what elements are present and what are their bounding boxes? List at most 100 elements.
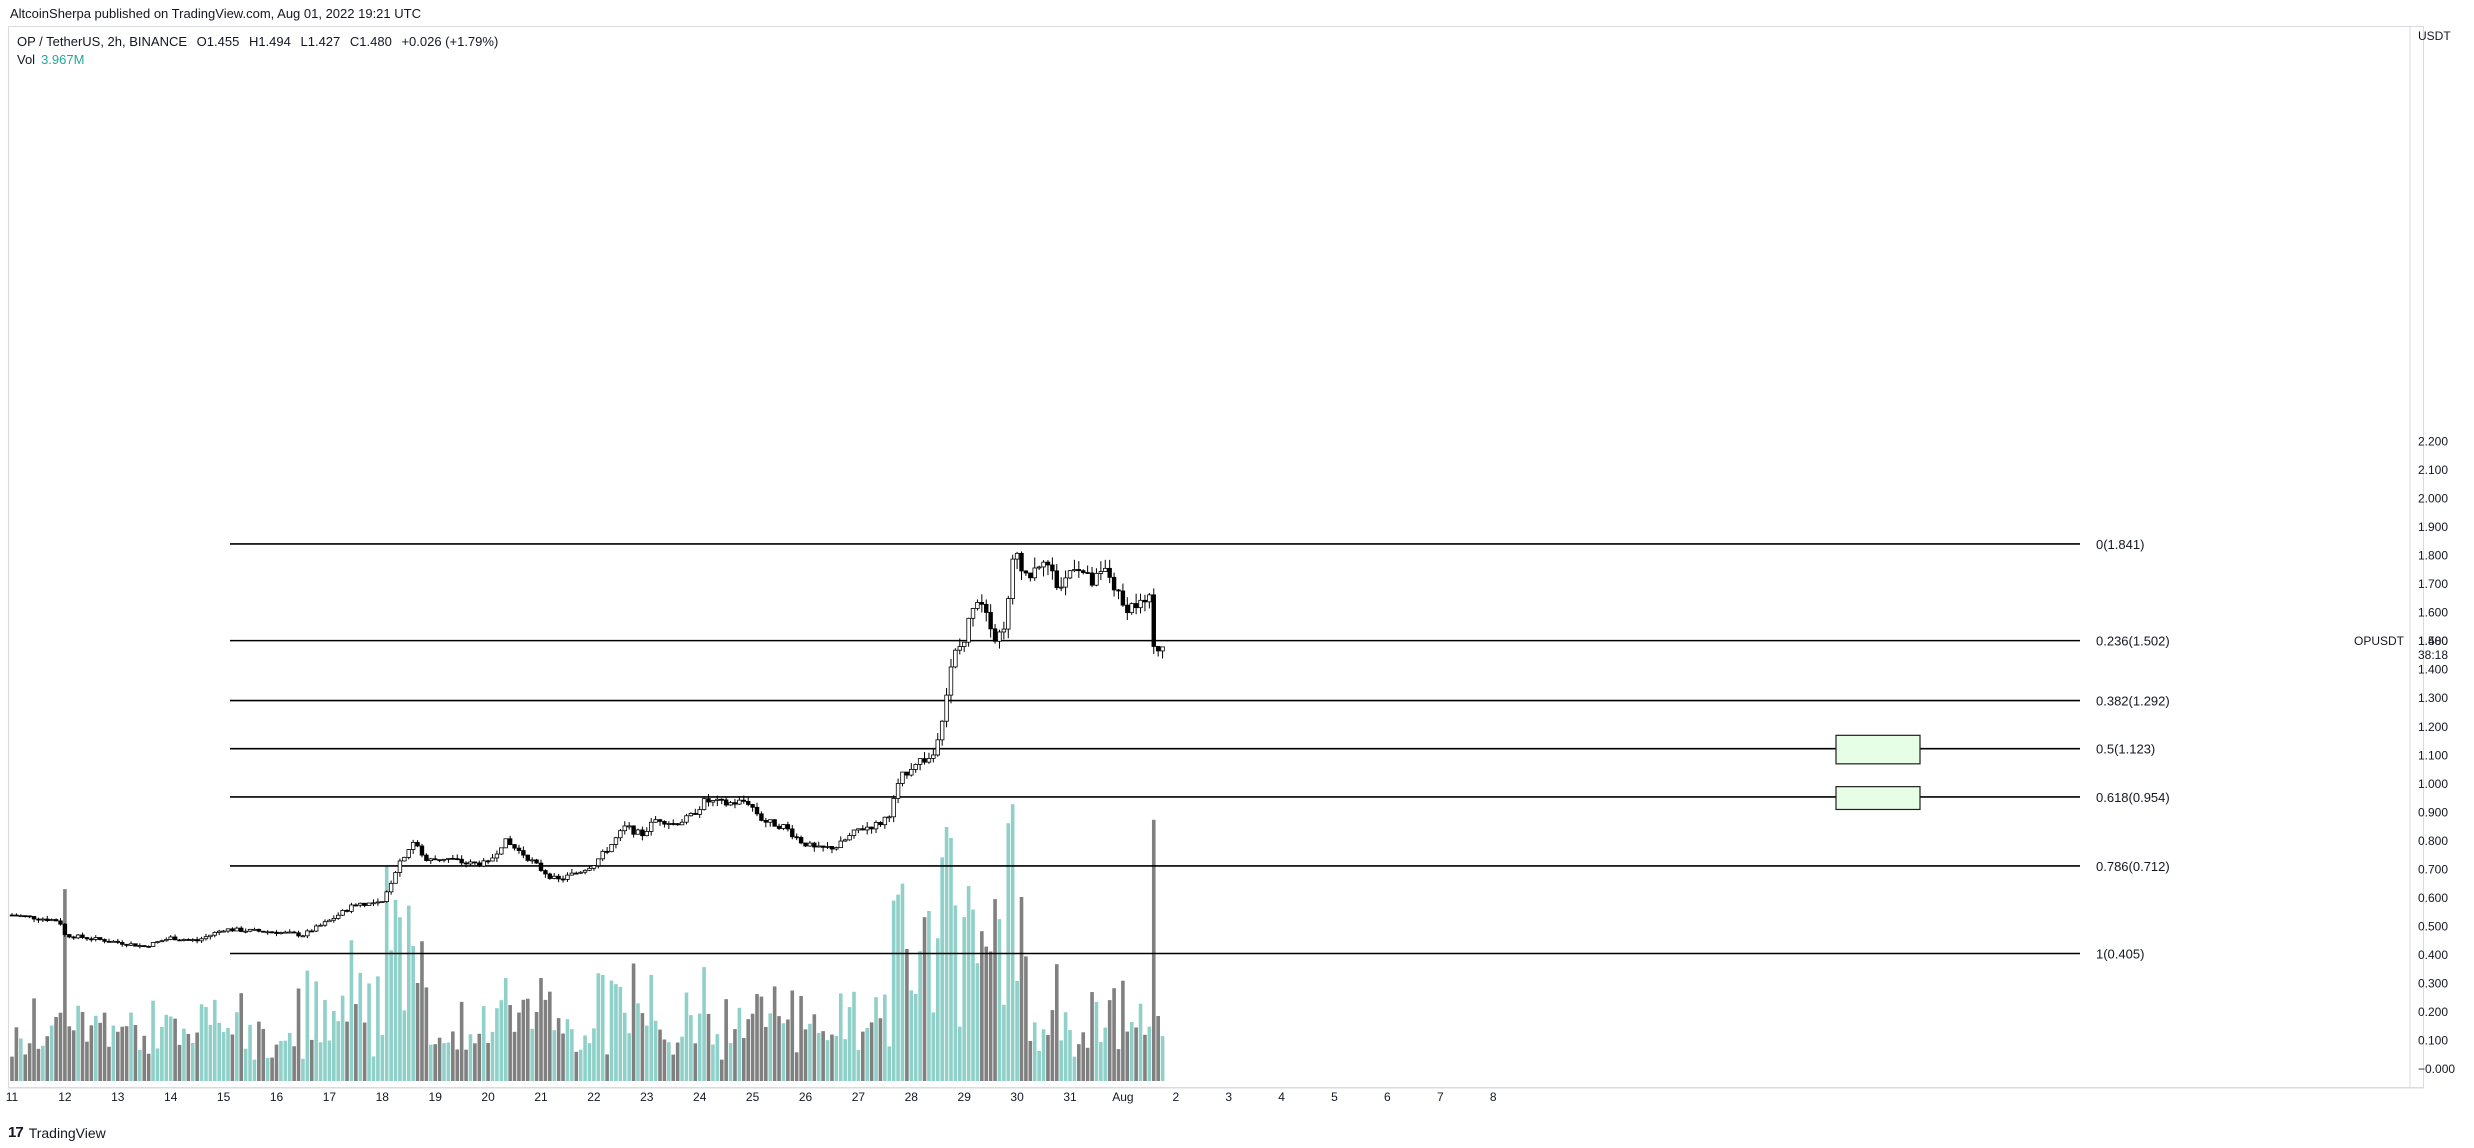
candle-body — [1125, 604, 1130, 614]
volume-bar — [530, 1028, 534, 1081]
volume-bar — [794, 1052, 799, 1081]
volume-bar — [362, 1022, 367, 1081]
price-axis[interactable]: USDT 2.200 2.100 2.000 1.900 1.800 1.700 1.600 1… — [2418, 29, 2455, 1076]
candle-body — [177, 939, 182, 942]
candle-body — [750, 804, 755, 808]
volume-bar — [1085, 1047, 1090, 1081]
candle-body — [516, 847, 522, 851]
candle-body — [1023, 570, 1029, 574]
volume-bar — [1134, 1027, 1138, 1081]
candle-body — [274, 931, 279, 934]
candle-body — [953, 649, 958, 668]
volume-bar — [741, 1038, 746, 1081]
candle-body — [865, 826, 870, 831]
candle-body — [891, 798, 896, 818]
volume-bar — [93, 1015, 98, 1081]
candle-body — [190, 939, 195, 941]
volume-bar — [693, 1043, 698, 1081]
volume-bar — [1099, 1042, 1103, 1081]
price-tick-label: 0.400 — [2418, 948, 2448, 962]
volume-bar — [993, 899, 997, 1081]
candle-body — [768, 819, 773, 823]
candle-body — [631, 825, 636, 835]
volume-bar — [1125, 1031, 1130, 1081]
tradingview-brand: TradingView — [28, 1124, 106, 1141]
candle-body — [578, 871, 583, 874]
candle-body — [1045, 561, 1051, 566]
volume-bar — [966, 886, 971, 1081]
volume-bar — [336, 1021, 341, 1081]
volume-bar — [393, 899, 398, 1081]
time-tick-label: 6 — [1384, 1090, 1391, 1104]
volume-bar — [1151, 819, 1156, 1081]
candle-body — [723, 799, 729, 806]
tradingview-footer[interactable]: 17 TradingView — [8, 1124, 106, 1141]
candle-body — [560, 878, 566, 881]
candle-body — [604, 850, 610, 853]
volume-bar — [781, 1023, 786, 1081]
volume-bar — [1032, 1022, 1037, 1081]
time-tick-label: 30 — [1010, 1090, 1024, 1104]
candle-body — [529, 859, 535, 862]
volume-bar — [221, 1032, 226, 1081]
time-tick-label: 19 — [429, 1090, 443, 1104]
volume-bar — [631, 963, 636, 1081]
price-tick-label: 0.300 — [2418, 976, 2448, 990]
candle-body — [67, 934, 72, 938]
candle-body — [181, 939, 187, 941]
candle-body — [1160, 646, 1165, 652]
ohlc-high: H1.494 — [248, 34, 291, 49]
candle-body — [847, 835, 852, 841]
support-zones[interactable] — [1835, 734, 1921, 811]
time-tick-label: 31 — [1063, 1090, 1077, 1104]
candle-body — [89, 938, 94, 941]
volume-bar — [301, 1058, 305, 1081]
candle-body — [459, 858, 464, 864]
candle-body — [402, 856, 407, 862]
volume-bar — [1081, 1032, 1086, 1081]
candle-body — [159, 940, 165, 943]
candle-body — [653, 819, 658, 823]
volume-bar — [305, 970, 310, 1081]
candle-body — [168, 936, 173, 940]
price-tick-label: 1.300 — [2418, 691, 2448, 705]
candle-body — [1063, 577, 1068, 588]
candle-body — [1155, 646, 1161, 652]
volume-bar — [239, 993, 244, 1081]
candle-body — [243, 930, 248, 933]
candle-body — [278, 932, 284, 934]
candle-body — [798, 836, 804, 844]
volume-bar — [495, 1008, 499, 1081]
candle-body — [1094, 572, 1099, 586]
candle-body — [1032, 567, 1037, 579]
candle-body — [353, 904, 359, 907]
volume-bar — [803, 1029, 808, 1081]
volume-bar — [1046, 1035, 1050, 1081]
candle-body — [697, 809, 702, 815]
volume-bar — [332, 1010, 336, 1081]
candle-body — [344, 909, 350, 912]
fib-retracement[interactable]: 0(1.841) 0.236(1.502) 0.382(1.292) 0.5(1.12… — [230, 537, 2170, 962]
volume-bar — [918, 951, 922, 1081]
time-axis[interactable]: 11 12 13 14 15 16 17 18 19 20 21 22 23 24 25 26 27 28 29 30… — [6, 1090, 1497, 1104]
volume-bar — [596, 973, 601, 1081]
candle-body — [261, 930, 266, 933]
candle-body — [468, 861, 473, 865]
candle-body — [657, 819, 663, 822]
volume-bar — [658, 1029, 662, 1081]
volume-bar — [737, 1007, 742, 1081]
volume-bar — [314, 981, 318, 1081]
candle-body — [675, 823, 680, 826]
candle-body — [1076, 569, 1082, 572]
candle-body — [922, 758, 927, 763]
candle-body — [142, 945, 147, 947]
volume-bar — [155, 1048, 160, 1081]
volume-bar — [517, 1012, 521, 1081]
volume-bar — [71, 1030, 76, 1081]
candle-body — [265, 931, 270, 934]
volume-bar — [962, 917, 966, 1081]
volume-bar — [940, 857, 944, 1081]
candle-body — [137, 945, 143, 947]
symbol-name[interactable]: OP / TetherUS, 2h, BINANCE — [17, 34, 188, 49]
